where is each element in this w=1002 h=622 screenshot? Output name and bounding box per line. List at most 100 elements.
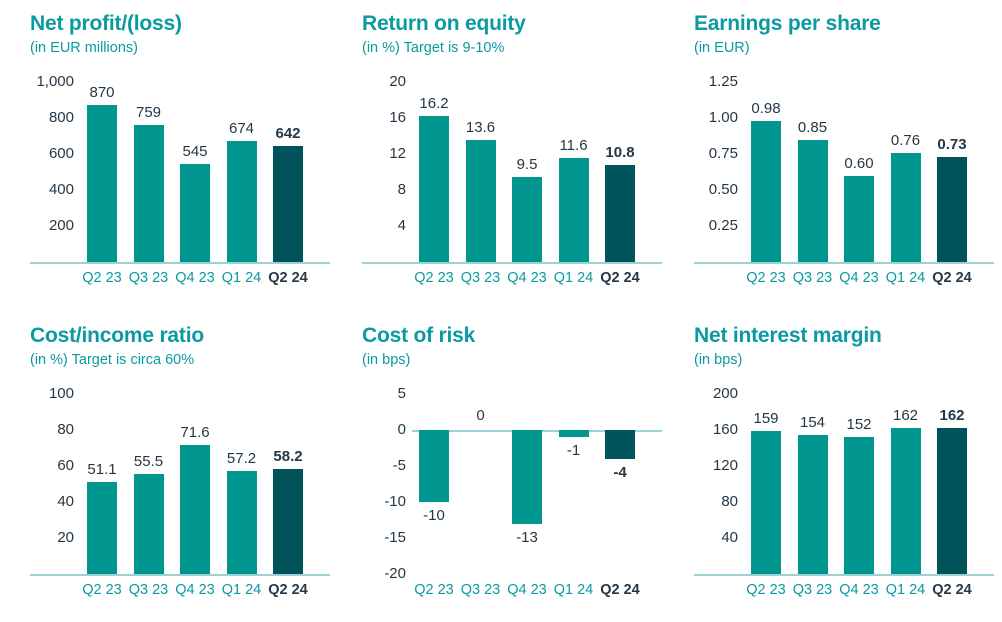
bar-value-label: 0.73 (937, 135, 967, 153)
chart-title: Cost/income ratio (30, 324, 204, 347)
y-tick-label: 80 (57, 421, 74, 438)
x-axis-line (30, 574, 330, 576)
bar-plot: 1.25 1.00 0.75 0.50 0.25 0.98 Q2 23 0.85 Q3 23 0.… (694, 56, 994, 288)
x-tick-label: Q4 23 (175, 270, 215, 286)
x-tick-label: Q4 23 (175, 582, 215, 598)
x-tick-label: Q2 23 (414, 582, 454, 598)
bar (512, 176, 542, 262)
bar-value-label: -13 (516, 528, 538, 546)
bar-value-label: 159 (753, 409, 779, 427)
bar (226, 140, 257, 262)
x-tick-label: Q3 23 (460, 582, 501, 598)
x-axis-line (694, 262, 994, 264)
x-tick-label: Q2 23 (414, 270, 454, 286)
y-tick-label: 100 (48, 385, 74, 402)
x-tick-label: Q1 24 (221, 582, 262, 598)
x-tick-label: Q2 24 (600, 582, 640, 598)
bar (133, 474, 164, 574)
y-tick-label: 0 (397, 421, 406, 438)
x-tick-label: Q2 23 (746, 582, 786, 598)
y-tick-label: 80 (721, 493, 738, 510)
chart-earnings-per-share: Earnings per share (in EUR) 1.25 1.00 0.75… (694, 12, 994, 288)
bar (465, 139, 496, 262)
x-tick-label: Q2 24 (932, 582, 972, 598)
x-tick-label: Q2 24 (268, 582, 308, 598)
x-tick-label: Q1 24 (885, 270, 926, 286)
bar-value-label: -4 (613, 463, 627, 481)
bar-value-label: 154 (799, 414, 826, 432)
bar (180, 445, 210, 574)
chart-subtitle: (in %) Target is circa 60% (30, 352, 195, 368)
y-tick-label: 16 (389, 109, 406, 126)
bar-plot: 200 160 120 80 40 159 Q2 23 154 Q3 23 152 Q4 23 162… (694, 368, 994, 600)
x-tick-label: Q4 23 (507, 270, 547, 286)
x-tick-label: Q2 23 (82, 582, 122, 598)
bar (890, 152, 921, 262)
bar (133, 125, 164, 262)
bar-value-label: -10 (423, 507, 445, 524)
bar-value-label: 759 (135, 104, 162, 122)
y-tick-label: 40 (57, 493, 74, 510)
x-tick-label: Q2 24 (932, 270, 972, 286)
chart-cost-of-risk: Cost of risk (in bps) 5 0 -5 -10 -15 -20 -10 Q2… (362, 324, 662, 600)
bar-value-label: 674 (228, 119, 255, 137)
bar-value-label: 870 (89, 84, 115, 102)
y-tick-label: 120 (712, 457, 738, 474)
kpi-dashboard: Net profit/(loss) (in EUR millions) 1,00… (30, 12, 994, 600)
bar-value-label: 55.5 (133, 453, 164, 471)
y-tick-label: 600 (48, 145, 74, 162)
bar-value-label: 152 (846, 416, 872, 434)
bar (87, 482, 117, 574)
chart-subtitle: (in EUR millions) (30, 40, 138, 56)
chart-cost-income-ratio: Cost/income ratio (in %) Target is circa… (30, 324, 330, 600)
bar-value-label: 0.85 (797, 118, 828, 136)
bar (797, 435, 828, 574)
bar-plot: 100 80 60 40 20 51.1 Q2 23 55.5 Q3 23 71.6 Q4 23 57… (30, 368, 330, 600)
bar-value-label: 0.60 (844, 154, 874, 172)
y-tick-label: 800 (48, 109, 74, 126)
bar-value-label: 162 (892, 407, 919, 425)
bar-value-label: 71.6 (180, 424, 210, 442)
x-tick-label: Q3 23 (792, 582, 833, 598)
y-tick-label: 1.25 (708, 73, 738, 90)
bar (512, 430, 542, 524)
bar (890, 428, 921, 574)
y-tick-label: 1.00 (708, 109, 738, 126)
chart-subtitle: (in EUR) (694, 40, 750, 56)
chart-subtitle: (in bps) (694, 352, 743, 368)
bar (87, 105, 117, 262)
bar-plot: 1,000 800 600 400 200 870 Q2 23 759 Q3 23 545 Q4 2… (30, 56, 330, 288)
chart-title: Net profit/(loss) (30, 12, 182, 35)
x-tick-label: Q4 23 (507, 582, 547, 598)
bar-plot: 5 0 -5 -10 -15 -20 -10 Q2 23 0 Q3 23 -13 Q4 23 -1 Q1 … (362, 368, 662, 600)
chart-net-interest-margin: Net interest margin (in bps) 200 160 120 80… (694, 324, 994, 600)
x-tick-label: Q1 24 (553, 582, 594, 598)
bar (180, 163, 210, 262)
bar-value-label: 0.76 (890, 131, 921, 149)
y-tick-label: 5 (397, 385, 406, 402)
bar-value-label: 9.5 (516, 155, 538, 173)
y-tick-label: 0.75 (708, 145, 738, 162)
chart-title: Cost of risk (362, 324, 476, 347)
bar-value-label: 162 (939, 407, 965, 425)
bar-value-label: 10.8 (605, 143, 635, 161)
bar (273, 469, 303, 574)
bar-value-label: 16.2 (419, 95, 449, 113)
y-tick-label: 0.50 (708, 181, 738, 198)
bar (605, 430, 635, 459)
y-tick-label: 40 (721, 529, 738, 546)
bar-value-label: -1 (566, 442, 581, 460)
y-tick-label: 20 (57, 529, 74, 546)
y-tick-label: 20 (389, 73, 406, 90)
bar (937, 156, 967, 262)
x-tick-label: Q2 23 (82, 270, 122, 286)
x-tick-label: Q3 23 (460, 270, 501, 286)
x-axis-line (362, 262, 662, 264)
bar-value-label: 0 (476, 407, 485, 424)
bar-value-label: 545 (182, 142, 208, 160)
bar (605, 164, 635, 262)
bar (419, 116, 449, 262)
y-tick-label: 0.25 (708, 217, 738, 234)
y-tick-label: 60 (57, 457, 74, 474)
bar (419, 430, 449, 502)
